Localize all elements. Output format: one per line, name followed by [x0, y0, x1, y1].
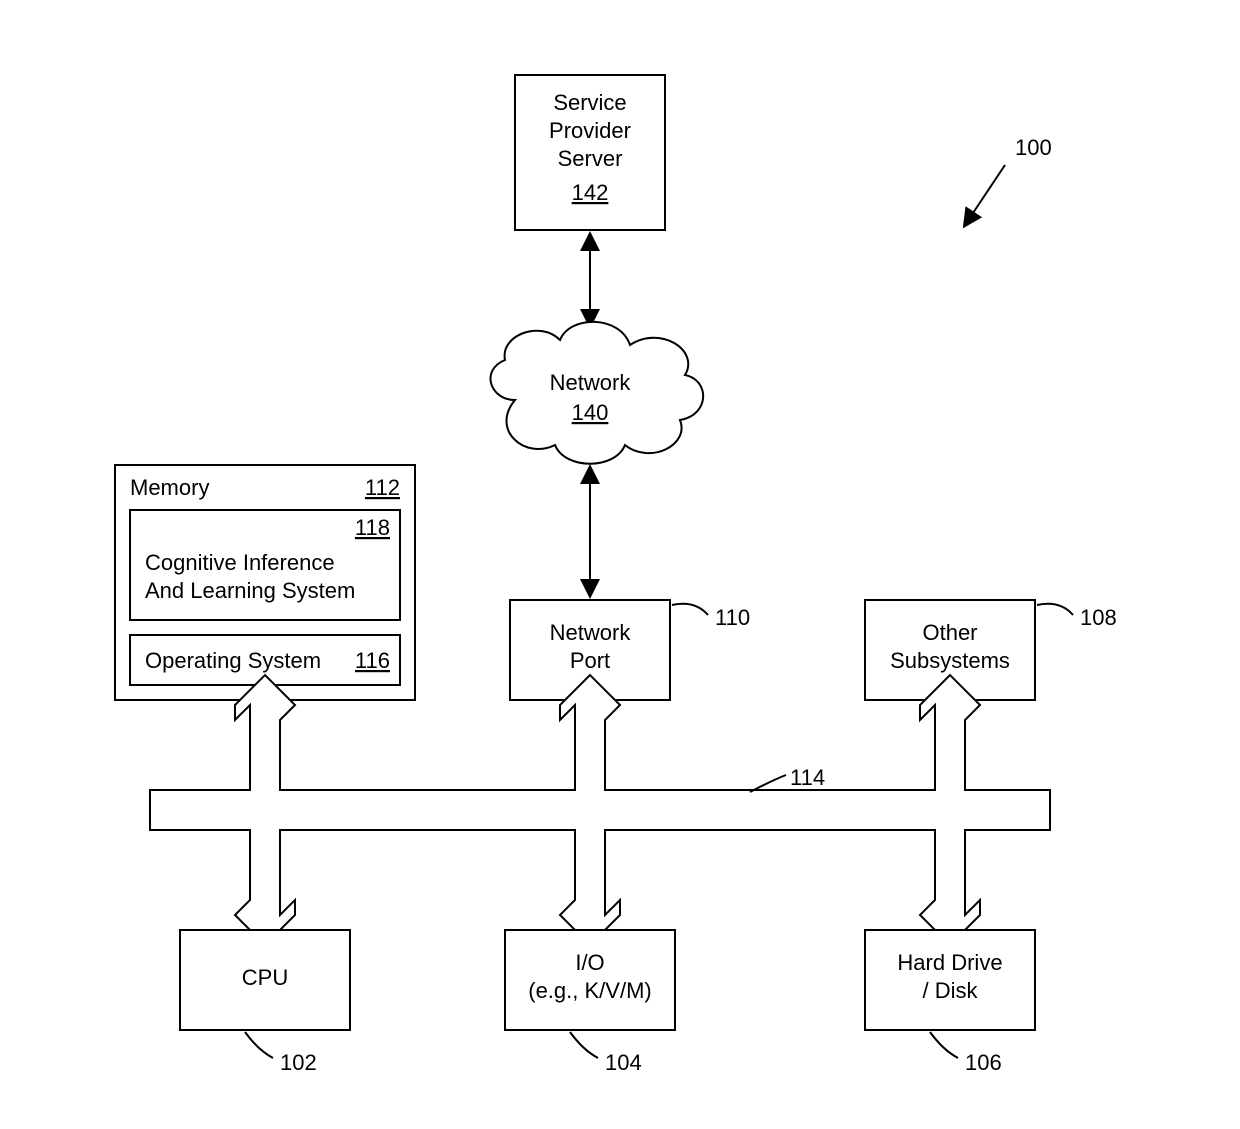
os-label: Operating System [145, 648, 321, 673]
figure-ref: 100 [965, 135, 1052, 225]
other-node: Other Subsystems 108 [865, 600, 1117, 700]
network-node: Network 140 [491, 322, 704, 464]
other-label-1: Other [922, 620, 977, 645]
server-label-2: Provider [549, 118, 631, 143]
other-label-2: Subsystems [890, 648, 1010, 673]
io-ref: 104 [605, 1050, 642, 1075]
memory-ref: 112 [365, 475, 400, 500]
netport-label-1: Network [550, 620, 632, 645]
server-node: Service Provider Server 142 [515, 75, 665, 230]
server-ref: 142 [572, 180, 609, 205]
os-ref: 116 [355, 648, 390, 673]
system-diagram: 100 Service Provider Server 142 Network … [0, 0, 1240, 1129]
cpu-node: CPU 102 [180, 930, 350, 1075]
cpu-label: CPU [242, 965, 288, 990]
server-label-3: Server [558, 146, 623, 171]
cils-ref: 118 [355, 515, 390, 540]
server-label-1: Service [553, 90, 626, 115]
cils-label-2: And Learning System [145, 578, 355, 603]
netport-label-2: Port [570, 648, 610, 673]
memory-label: Memory [130, 475, 209, 500]
network-label: Network [550, 370, 632, 395]
io-node: I/O (e.g., K/V/M) 104 [505, 930, 675, 1075]
netport-ref: 110 [715, 605, 750, 630]
disk-label-1: Hard Drive [897, 950, 1002, 975]
cils-label-1: Cognitive Inference [145, 550, 335, 575]
network-ref: 140 [572, 400, 609, 425]
netport-node: Network Port 110 [510, 600, 750, 700]
bus-ref: 114 [790, 765, 825, 790]
io-label-1: I/O [575, 950, 604, 975]
cils-node: 118 Cognitive Inference And Learning Sys… [130, 510, 400, 620]
io-label-2: (e.g., K/V/M) [528, 978, 651, 1003]
disk-node: Hard Drive / Disk 106 [865, 930, 1035, 1075]
bus: 114 [150, 675, 1050, 945]
disk-label-2: / Disk [923, 978, 979, 1003]
figure-ref-label: 100 [1015, 135, 1052, 160]
disk-ref: 106 [965, 1050, 1002, 1075]
cpu-ref: 102 [280, 1050, 317, 1075]
other-ref: 108 [1080, 605, 1117, 630]
